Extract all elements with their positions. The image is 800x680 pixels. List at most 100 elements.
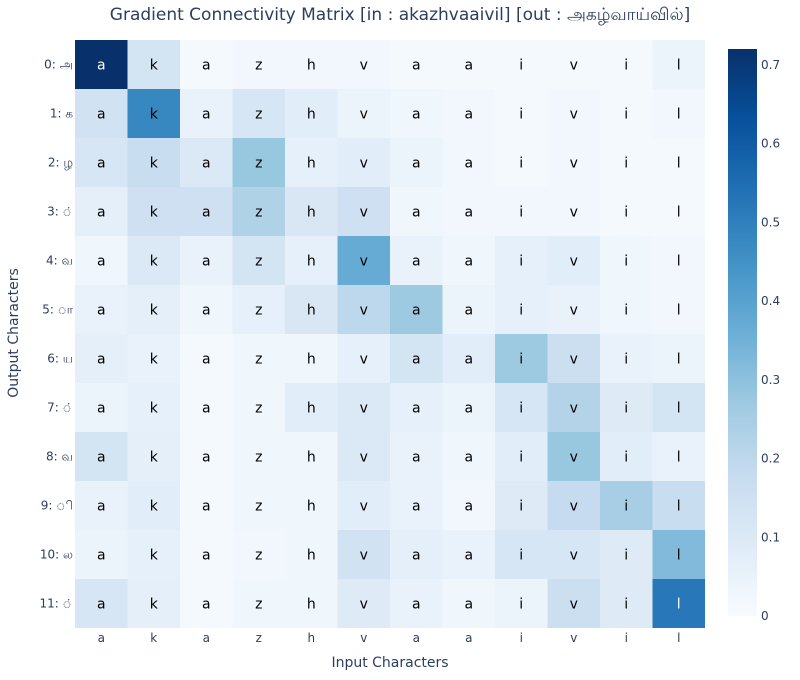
cell-label: h — [307, 499, 316, 515]
y-tick-label: 5: ா — [42, 303, 73, 317]
x-tick-label: a — [413, 631, 420, 645]
cell-label: h — [307, 254, 316, 270]
cell-label: a — [412, 450, 421, 466]
heatmap-cell — [652, 579, 705, 628]
heatmap-cell — [652, 89, 705, 138]
cell-label: a — [202, 156, 211, 172]
heatmap-cell — [495, 89, 548, 138]
heatmap-cell — [652, 481, 705, 530]
heatmap-cell — [495, 579, 548, 628]
cell-label: k — [150, 499, 159, 515]
cell-label: v — [570, 548, 578, 564]
y-tick-label: 11: ் — [39, 597, 73, 611]
cell-label: v — [570, 450, 578, 466]
heatmap-cell — [285, 89, 338, 138]
heatmap-cell — [390, 285, 443, 334]
heatmap-cell — [75, 579, 128, 628]
x-tick-label: h — [307, 631, 315, 645]
heatmap-cell — [75, 530, 128, 579]
heatmap-cell — [75, 236, 128, 285]
cell-label: h — [307, 401, 316, 417]
x-tick-label: a — [465, 631, 472, 645]
cell-label: l — [677, 401, 681, 417]
cell-label: k — [150, 401, 159, 417]
cell-label: v — [570, 205, 578, 221]
heatmap-cell — [337, 40, 390, 89]
cell-label: l — [677, 303, 681, 319]
cell-label: z — [255, 499, 262, 515]
cell-label: i — [519, 352, 523, 368]
heatmap-cell — [547, 40, 600, 89]
heatmap-cell — [127, 138, 180, 187]
heatmap-cell — [495, 383, 548, 432]
heatmap-cell — [652, 383, 705, 432]
heatmap-cell — [75, 89, 128, 138]
cell-label: i — [624, 499, 628, 515]
heatmap-cell — [390, 138, 443, 187]
y-tick-label: 0: அ — [44, 58, 73, 72]
y-tick-label: 8: வ — [46, 450, 73, 464]
cell-label: k — [150, 352, 159, 368]
heatmap-cell — [180, 40, 233, 89]
cell-label: i — [519, 107, 523, 123]
colorbar-tick-label: 0.1 — [761, 530, 780, 544]
heatmap-cells: a k a z h v a a i v i l a k a z h v a a i v i l a k a z h v a a i v i l a k a z… — [75, 40, 705, 628]
cell-label: v — [570, 107, 578, 123]
heatmap-cell — [547, 285, 600, 334]
cell-label: l — [677, 597, 681, 613]
cell-label: i — [519, 548, 523, 564]
cell-label: h — [307, 352, 316, 368]
colorbar-tick-label: 0.7 — [761, 58, 780, 72]
y-tick-label: 10: ல — [40, 548, 73, 562]
cell-label: i — [624, 254, 628, 270]
heatmap-cell — [547, 89, 600, 138]
heatmap-cell — [285, 236, 338, 285]
chart-title: Gradient Connectivity Matrix [in : akazh… — [110, 5, 690, 25]
cell-label: i — [624, 548, 628, 564]
cell-label: l — [677, 499, 681, 515]
heatmap-cell — [127, 432, 180, 481]
heatmap-cell — [390, 481, 443, 530]
cell-label: a — [97, 205, 106, 221]
cell-label: k — [150, 58, 159, 74]
cell-label: z — [255, 205, 262, 221]
heatmap-cell — [495, 285, 548, 334]
cell-label: a — [202, 107, 211, 123]
cell-label: l — [677, 107, 681, 123]
heatmap-cell — [285, 138, 338, 187]
heatmap-cell — [547, 481, 600, 530]
cell-label: h — [307, 303, 316, 319]
cell-label: a — [202, 597, 211, 613]
x-tick-label: i — [520, 631, 523, 645]
cell-label: a — [464, 156, 473, 172]
cell-label: i — [519, 156, 523, 172]
heatmap-cell — [442, 285, 495, 334]
cell-label: v — [570, 303, 578, 319]
heatmap-cell — [337, 285, 390, 334]
cell-label: v — [360, 254, 368, 270]
x-tick-label: z — [256, 631, 262, 645]
cell-label: z — [255, 450, 262, 466]
heatmap-cell — [127, 383, 180, 432]
heatmap-cell — [180, 285, 233, 334]
cell-label: v — [570, 156, 578, 172]
heatmap-cell — [285, 40, 338, 89]
heatmap-cell — [547, 579, 600, 628]
cell-label: a — [464, 205, 473, 221]
heatmap-cell — [75, 334, 128, 383]
cell-label: a — [464, 107, 473, 123]
cell-label: a — [202, 254, 211, 270]
heatmap-cell — [285, 187, 338, 236]
cell-label: a — [464, 254, 473, 270]
heatmap-cell — [652, 432, 705, 481]
cell-label: a — [202, 205, 211, 221]
cell-label: v — [570, 254, 578, 270]
heatmap-cell — [652, 138, 705, 187]
heatmap-cell — [127, 334, 180, 383]
heatmap-cell — [127, 285, 180, 334]
heatmap-cell — [495, 481, 548, 530]
cell-label: i — [624, 401, 628, 417]
heatmap-cell — [337, 89, 390, 138]
y-tick-label: 9: ி — [41, 499, 73, 513]
heatmap-cell — [337, 432, 390, 481]
